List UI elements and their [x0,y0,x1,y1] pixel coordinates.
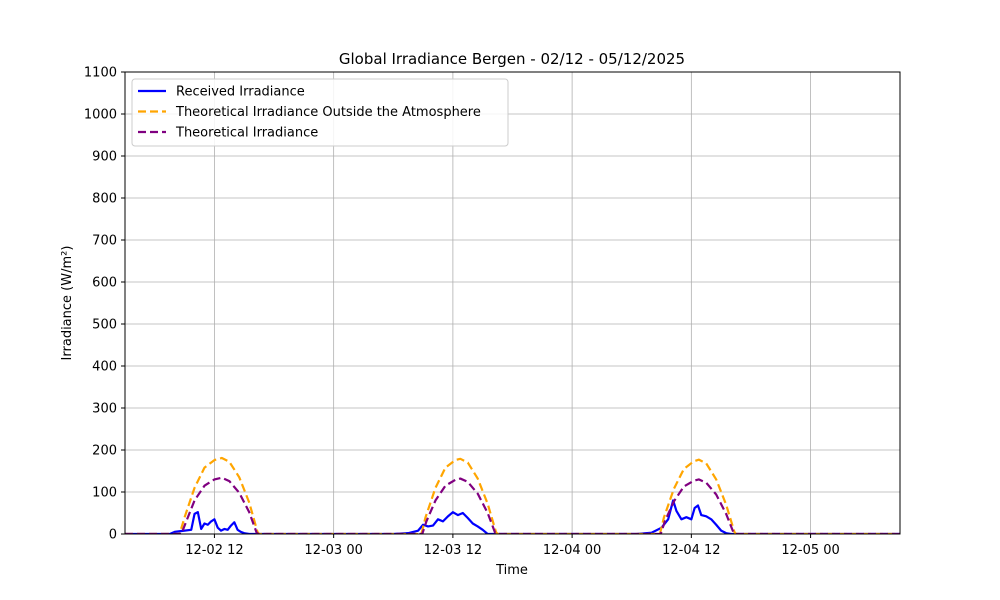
y-tick-label: 800 [92,192,117,207]
x-axis-title: Time [495,563,528,578]
x-tick-label: 12-04 00 [543,543,601,558]
y-tick-label: 200 [92,444,117,459]
y-tick-label: 900 [92,150,117,165]
x-tick-label: 12-03 00 [304,543,362,558]
y-tick-label: 300 [92,402,117,417]
x-tick-label: 12-03 12 [424,543,482,558]
series-line-1 [125,499,900,534]
series-line-3 [125,476,900,534]
y-tick-label: 600 [92,276,117,291]
x-tick-label: 12-02 12 [185,543,243,558]
y-axis-title: Irradiance (W/m²) [60,246,75,361]
y-tick-label: 700 [92,234,117,249]
series-group [125,456,900,534]
legend-label-3: Theoretical Irradiance [175,126,318,141]
series-line-2 [125,456,900,534]
legend-label-1: Received Irradiance [176,85,305,100]
chart-title: Global Irradiance Bergen - 02/12 - 05/12… [339,50,685,68]
x-tick-label: 12-05 00 [781,543,839,558]
y-tick-label: 400 [92,360,117,375]
y-tick-label: 1000 [84,108,117,123]
y-tick-label: 100 [92,486,117,501]
x-tick-label: 12-04 12 [662,543,720,558]
plot-frame [124,71,901,535]
legend-box [131,78,509,147]
y-tick-label: 1100 [84,66,117,81]
y-tick-label: 500 [92,318,117,333]
legend-label-2: Theoretical Irradiance Outside the Atmos… [175,105,481,120]
legend: Received Irradiance Theoretical Irradianc… [131,78,509,147]
ticks: 12-02 12 12-03 00 12-03 12 12-04 00 12-04 12… [84,66,840,559]
y-tick-label: 0 [109,528,117,543]
